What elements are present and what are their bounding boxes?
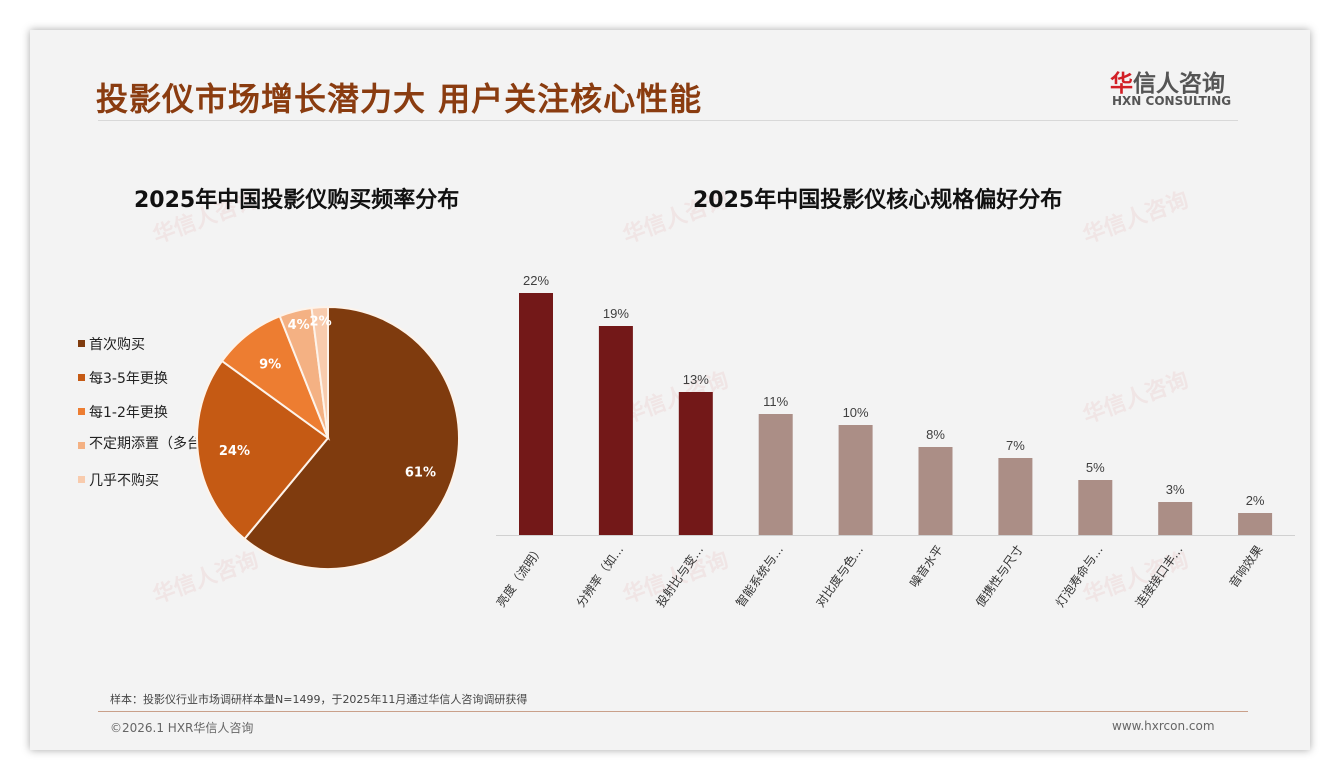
- bar: [678, 392, 713, 535]
- logo: 华信人咨询: [1110, 64, 1225, 98]
- legend-item: 不定期添置（多台）: [78, 436, 215, 470]
- legend-swatch: [78, 340, 85, 347]
- pie-chart-title: 2025年中国投影仪购买频率分布: [134, 188, 460, 213]
- x-tick-label: 智能系统与…: [733, 542, 787, 610]
- logo-subtitle: HXN CONSULTING: [1112, 94, 1232, 108]
- legend-item: 每1-2年更换: [78, 402, 209, 436]
- legend-swatch: [78, 442, 85, 449]
- bar: [1078, 480, 1113, 535]
- legend-item: 每3-5年更换: [78, 368, 209, 402]
- x-tick-label: 分辨率（如…: [573, 542, 627, 610]
- bar-data-label: 10%: [843, 405, 869, 420]
- legend-swatch: [78, 408, 85, 415]
- legend-label: 每1-2年更换: [89, 405, 168, 421]
- logo-mark: 华: [1110, 71, 1133, 97]
- bar-data-label: 22%: [523, 273, 549, 288]
- x-tick-label: 对比度与色…: [812, 542, 866, 610]
- bar-data-label: 13%: [683, 372, 709, 387]
- bar: [918, 447, 953, 535]
- slide: 华信人咨询 华信人咨询 华信人咨询 华信人咨询 华信人咨询 华信人咨询 华信人咨…: [30, 30, 1310, 750]
- page-title: 投影仪市场增长潜力大 用户关注核心性能: [96, 80, 703, 118]
- pie-data-label: 24%: [219, 444, 250, 459]
- bar: [998, 458, 1033, 535]
- pie-slice: [243, 305, 460, 570]
- pie-data-label: 2%: [310, 314, 332, 329]
- pie-data-label: 4%: [288, 318, 310, 333]
- x-tick-label: 便携性与尺寸: [972, 542, 1026, 610]
- website-link[interactable]: www.hxrcon.com: [1112, 719, 1215, 733]
- footer-divider: [98, 711, 1248, 712]
- bar: [598, 326, 633, 535]
- pie-legend: 首次购买每3-5年更换 每1-2年更换不定期添置（多台） 几乎不购买: [78, 334, 215, 504]
- x-tick-label: 灯泡寿命与…: [1052, 542, 1106, 610]
- copyright: ©2026.1 HXR华信人咨询: [110, 721, 254, 735]
- x-tick-label: 音响效果: [1226, 542, 1266, 590]
- bar: [758, 414, 793, 535]
- charts-canvas: 61%24%9%4% 2%22%亮度（流明）19%分辨率（如…13%投射比与变…1…: [196, 273, 1295, 610]
- bar: [1158, 502, 1193, 535]
- bar-data-label: 3%: [1166, 482, 1185, 497]
- x-tick-label: 亮度（流明）: [493, 542, 547, 610]
- legend-label: 不定期添置（多台）: [89, 436, 215, 452]
- legend-item: 首次购买: [78, 334, 209, 368]
- logo-text: 信人咨询: [1133, 71, 1225, 97]
- bar-data-label: 5%: [1086, 460, 1105, 475]
- pie-slice: [310, 305, 329, 439]
- pie-slice: [196, 359, 330, 541]
- bar: [1238, 513, 1273, 535]
- bar-chart-title: 2025年中国投影仪核心规格偏好分布: [693, 188, 1063, 213]
- bar-data-label: 7%: [1006, 438, 1025, 453]
- legend-label: 首次购买: [89, 337, 145, 353]
- x-tick-label: 连接接口丰…: [1132, 542, 1186, 610]
- bar: [838, 425, 873, 535]
- divider: [98, 120, 1238, 121]
- legend-item: 几乎不购买: [78, 470, 209, 504]
- pie-data-label: 9%: [259, 357, 281, 372]
- legend-label: 每3-5年更换: [89, 371, 168, 387]
- x-tick-label: 噪音水平: [906, 542, 946, 590]
- bar-data-label: 19%: [603, 306, 629, 321]
- x-tick-label: 投射比与变…: [653, 542, 707, 610]
- sample-note: 样本：投影仪行业市场调研样本量N=1499，于2025年11月通过华信人咨询调研…: [110, 693, 528, 706]
- legend-label: 几乎不购买: [89, 473, 159, 489]
- legend-swatch: [78, 476, 85, 483]
- bar-data-label: 11%: [763, 394, 788, 409]
- bar-data-label: 2%: [1246, 493, 1265, 508]
- bar: [519, 293, 553, 535]
- legend-swatch: [78, 374, 85, 381]
- pie-data-label: 61%: [405, 465, 436, 480]
- bar-data-label: 8%: [926, 427, 945, 442]
